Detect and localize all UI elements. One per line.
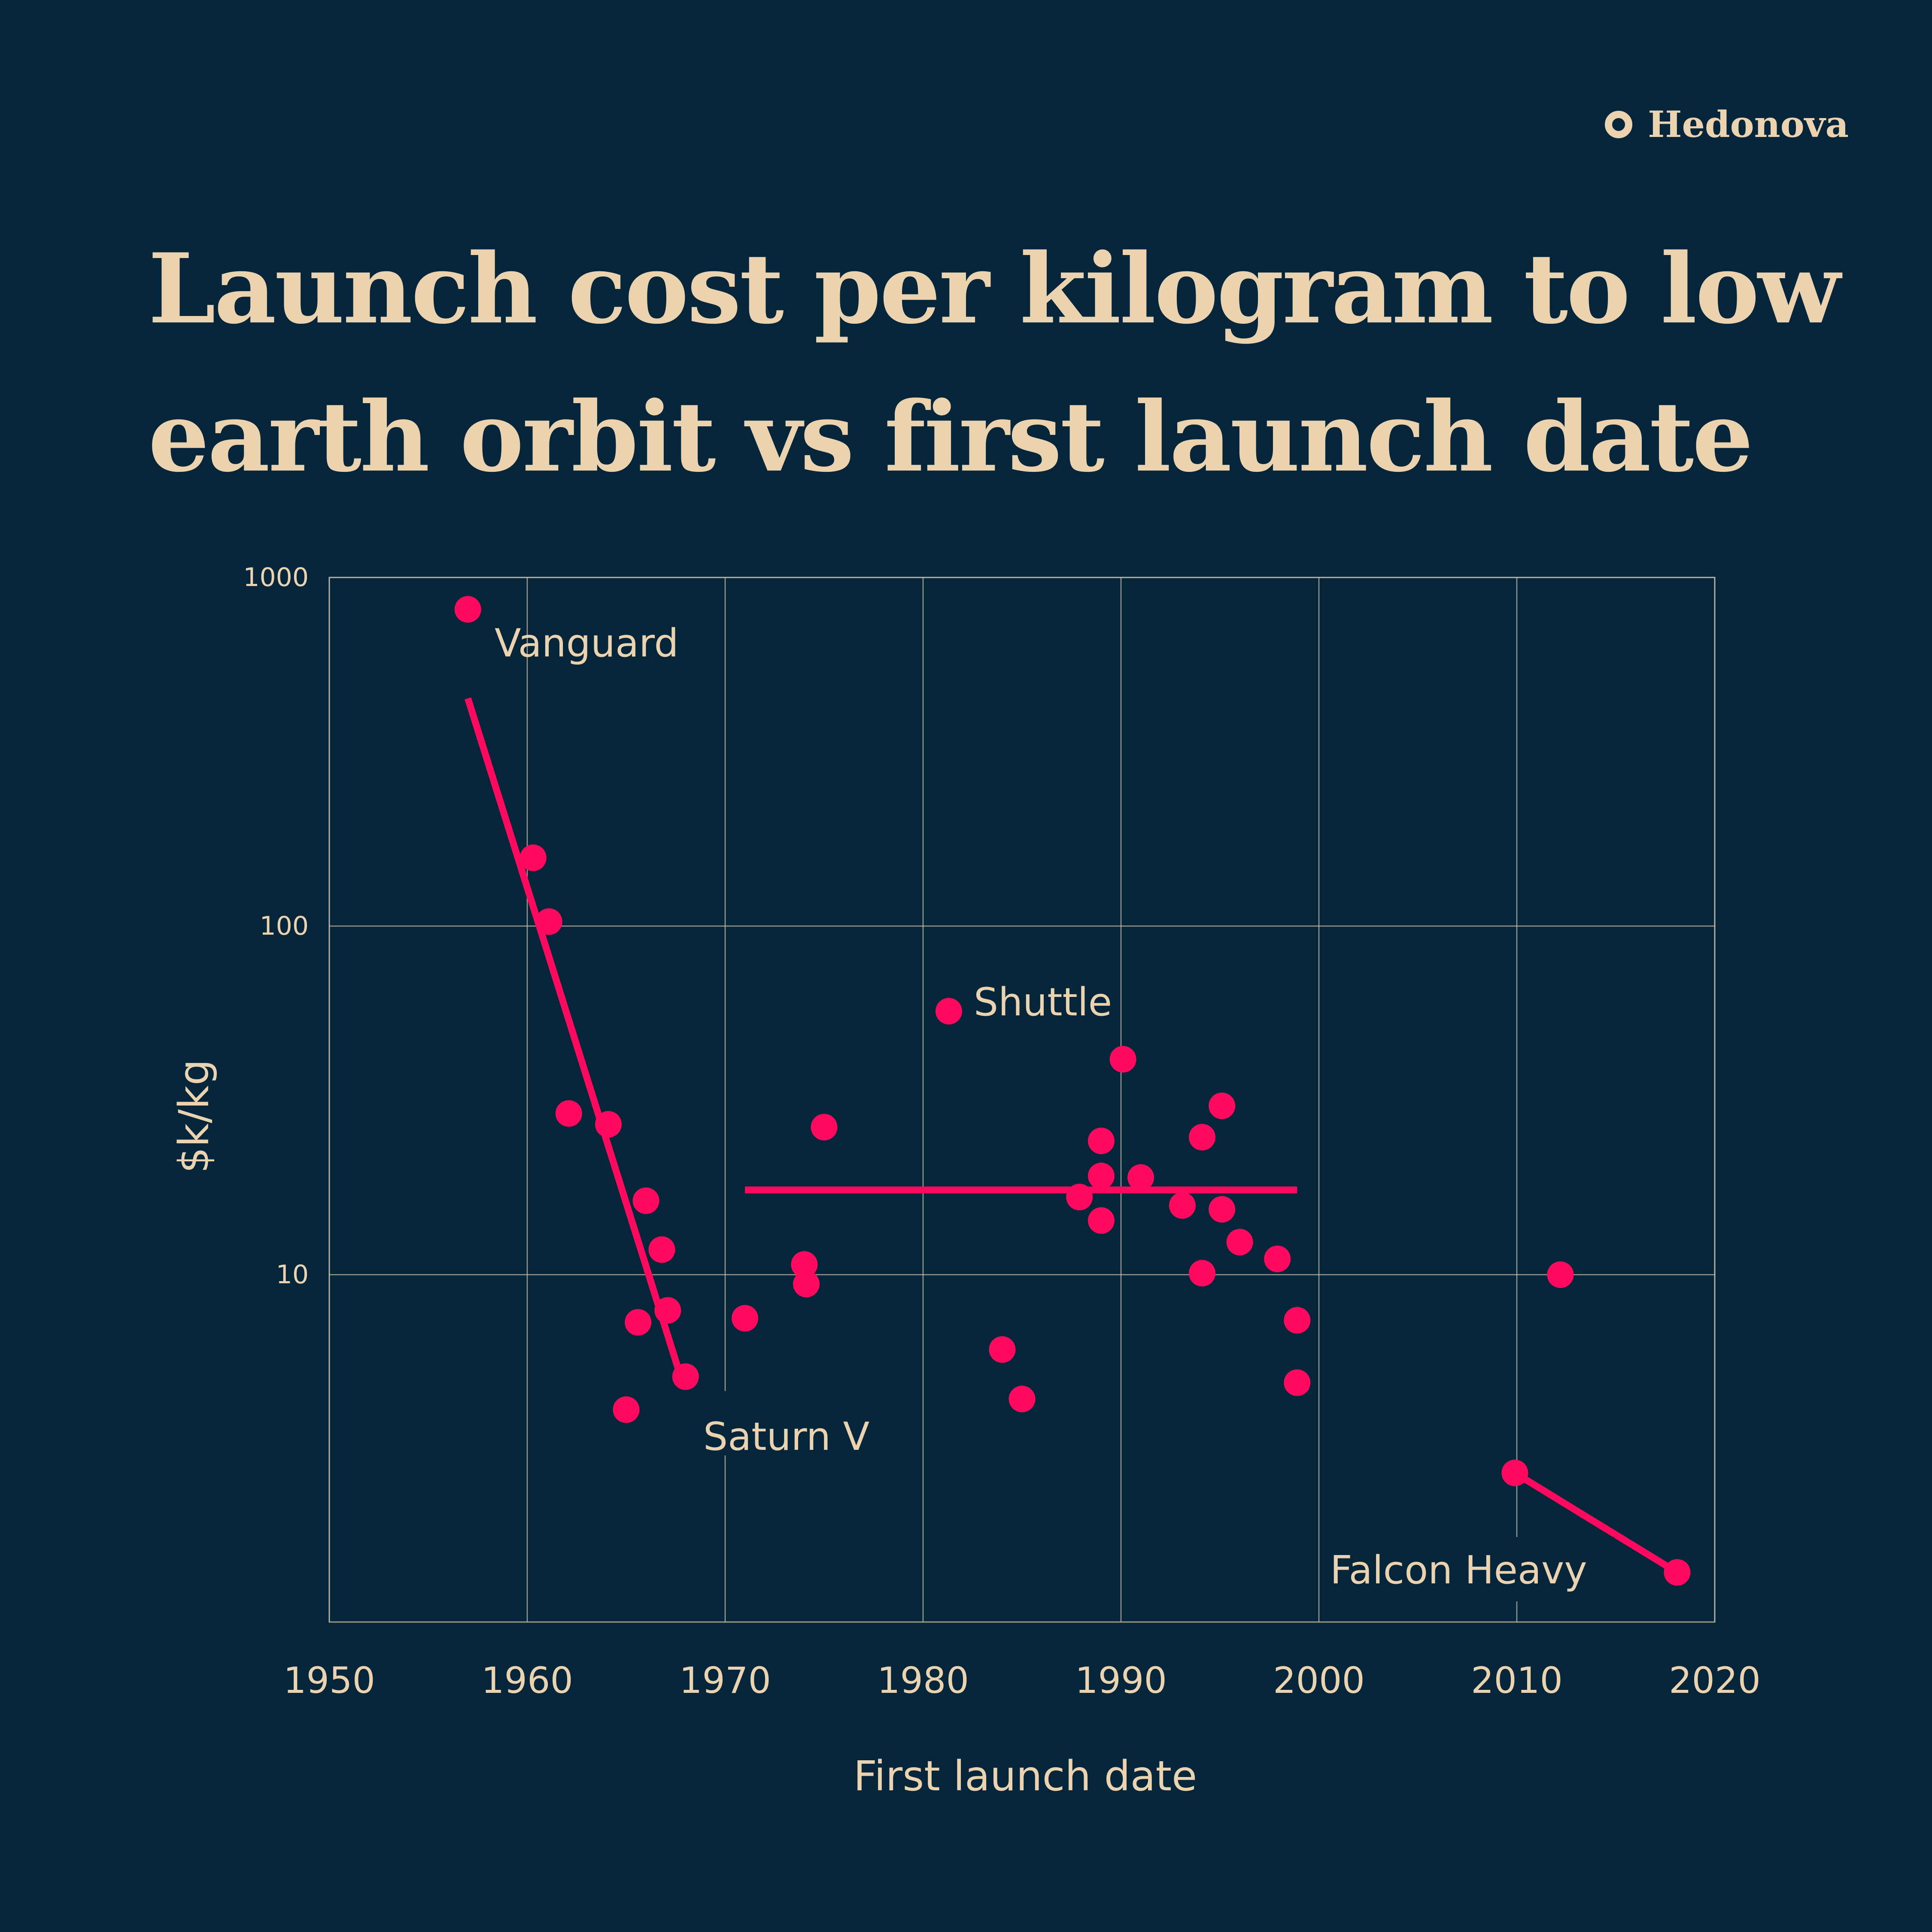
data-point	[1209, 1196, 1236, 1223]
annotations: Vanguard Shuttle Saturn V Falcon Heavy	[495, 621, 1614, 1601]
brand-name: Hedonova	[1648, 103, 1849, 146]
data-point	[672, 1363, 699, 1390]
y-tick-label: 100	[259, 911, 309, 941]
data-point	[1189, 1124, 1216, 1151]
data-point	[519, 844, 547, 871]
plot-frame	[328, 577, 1716, 1623]
data-point	[1088, 1162, 1115, 1189]
x-axis-title: First launch date	[854, 1752, 1197, 1800]
data-point	[1189, 1260, 1216, 1287]
data-point	[1284, 1307, 1311, 1334]
y-axis-title: $k/kg	[170, 1059, 218, 1173]
data-point	[555, 1100, 582, 1127]
annotation-falcon-heavy: Falcon Heavy	[1330, 1548, 1587, 1593]
ring-logo-icon	[1605, 110, 1633, 138]
data-point	[1066, 1184, 1093, 1211]
data-points	[454, 596, 1691, 1586]
data-point	[1088, 1127, 1115, 1154]
x-tick-label: 2000	[1273, 1659, 1365, 1701]
data-point	[1284, 1369, 1311, 1396]
data-point	[811, 1114, 838, 1141]
brand-logo: Hedonova	[1605, 103, 1849, 146]
trend-lines	[465, 697, 1679, 1576]
data-point	[989, 1336, 1016, 1363]
chart-title: Launch cost per kilogram to low earth or…	[148, 232, 1841, 493]
data-point	[791, 1251, 818, 1278]
annotation-shuttle: Shuttle	[974, 980, 1112, 1025]
data-point	[1264, 1245, 1291, 1273]
data-point	[654, 1297, 681, 1324]
data-point	[1547, 1261, 1574, 1288]
data-point	[1664, 1559, 1691, 1586]
x-tick-label: 2020	[1669, 1659, 1761, 1701]
data-point	[1109, 1046, 1136, 1073]
trend-line	[465, 697, 685, 1381]
data-point	[632, 1187, 659, 1214]
data-point	[625, 1309, 652, 1336]
x-tick-labels: 1950 1960 1970 1980 1990 2000 2010 2020	[283, 1659, 1761, 1701]
data-point	[935, 998, 962, 1025]
data-point	[595, 1111, 622, 1138]
x-tick-label: 1990	[1075, 1659, 1167, 1701]
trend-line	[1513, 1470, 1679, 1576]
annotation-vanguard: Vanguard	[495, 621, 679, 666]
y-tick-label: 10	[276, 1260, 309, 1290]
data-point	[793, 1270, 820, 1297]
data-point	[732, 1305, 759, 1332]
data-point	[1009, 1385, 1036, 1413]
data-point	[648, 1236, 675, 1263]
y-tick-label: 1000	[243, 562, 309, 592]
x-tick-label: 1970	[679, 1659, 771, 1701]
y-tick-labels: 1000 100 10	[243, 562, 309, 1290]
x-tick-label: 2010	[1471, 1659, 1563, 1701]
x-tick-label: 1950	[283, 1659, 375, 1701]
x-tick-label: 1960	[481, 1659, 573, 1701]
data-point	[1226, 1229, 1253, 1256]
data-point	[1209, 1092, 1236, 1119]
data-point	[613, 1396, 640, 1423]
x-tick-label: 1980	[877, 1659, 969, 1701]
data-point	[1169, 1192, 1196, 1219]
data-point	[454, 596, 481, 623]
data-point	[1088, 1207, 1115, 1234]
data-point	[1501, 1459, 1528, 1486]
annotation-saturn-v: Saturn V	[703, 1414, 869, 1459]
data-point	[1127, 1164, 1154, 1191]
data-point	[535, 908, 562, 935]
